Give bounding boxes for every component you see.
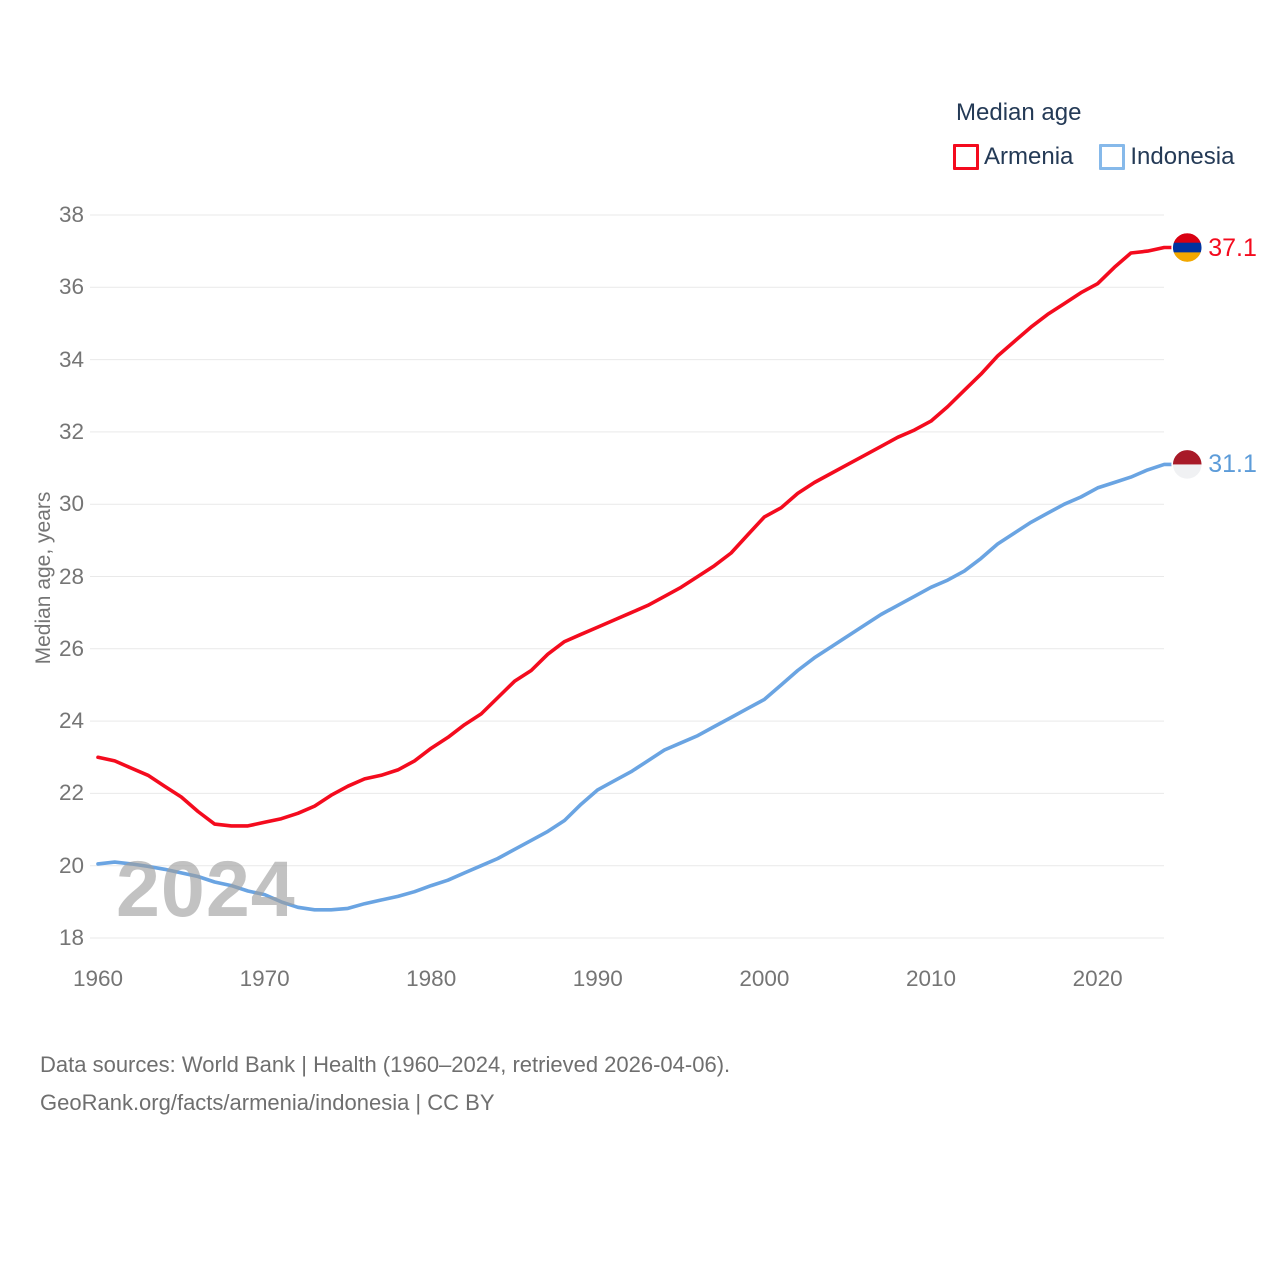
legend-item-armenia[interactable]: Armenia bbox=[953, 143, 1073, 171]
armenia-line bbox=[96, 245, 1189, 828]
chart-plot bbox=[90, 214, 1204, 939]
legend-item-indonesia[interactable]: Indonesia bbox=[1099, 143, 1234, 171]
indonesia-line bbox=[96, 462, 1189, 912]
legend-title: Median age bbox=[956, 99, 1082, 126]
y-axis-title: Median age, years bbox=[32, 491, 55, 665]
x-tick-label: 1960 bbox=[72, 966, 124, 991]
y-tick-label: 34 bbox=[58, 346, 84, 372]
y-tick-label: 36 bbox=[58, 274, 84, 300]
legend-label-armenia: Armenia bbox=[984, 143, 1074, 170]
y-tick-label: 20 bbox=[58, 852, 84, 878]
y-tick-label: 30 bbox=[58, 491, 84, 517]
indonesia-end-value: 31.1 bbox=[1208, 450, 1257, 479]
y-tick-label: 38 bbox=[58, 202, 84, 227]
y-tick-label: 18 bbox=[58, 925, 84, 950]
x-tick-label: 2010 bbox=[905, 966, 957, 991]
legend: Median age Armenia Indonesia bbox=[953, 99, 1234, 171]
y-tick-label: 26 bbox=[58, 635, 84, 661]
footer: Data sources: World Bank | Health (1960–… bbox=[40, 1046, 730, 1122]
watermark-year: 2024 bbox=[116, 844, 296, 933]
y-tick-label: 32 bbox=[58, 418, 84, 444]
x-tick-label: 2020 bbox=[1072, 966, 1123, 991]
footer-sources: Data sources: World Bank | Health (1960–… bbox=[40, 1052, 731, 1077]
x-tick-label: 1970 bbox=[239, 966, 290, 991]
x-axis: 1960 1970 1980 1990 2000 2010 2020 bbox=[0, 966, 1280, 996]
y-tick-label: 24 bbox=[58, 708, 84, 734]
y-axis: 18 20 22 24 26 28 30 32 34 36 38 bbox=[0, 0, 84, 1030]
y-tick-label: 22 bbox=[58, 780, 84, 806]
armenia-swatch-icon bbox=[953, 144, 979, 170]
legend-items: Armenia Indonesia bbox=[953, 143, 1234, 171]
x-tick-label: 1980 bbox=[406, 966, 457, 991]
x-tick-label: 1990 bbox=[572, 966, 623, 991]
legend-label-indonesia: Indonesia bbox=[1130, 143, 1235, 170]
armenia-end-value: 37.1 bbox=[1208, 233, 1257, 262]
y-tick-label: 28 bbox=[58, 563, 84, 589]
indonesia-flag-icon bbox=[1171, 448, 1204, 481]
footer-attribution: GeoRank.org/facts/armenia/indonesia | CC… bbox=[40, 1090, 495, 1115]
indonesia-swatch-icon bbox=[1099, 144, 1126, 170]
armenia-flag-icon bbox=[1171, 231, 1204, 264]
x-tick-label: 2000 bbox=[739, 966, 790, 991]
